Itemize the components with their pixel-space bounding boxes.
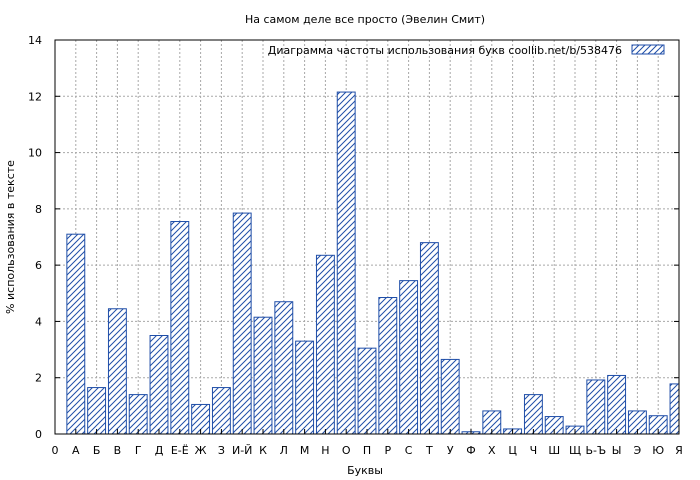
x-tick-label: Д — [155, 444, 164, 457]
y-tick-label: 14 — [28, 34, 42, 47]
x-axis-label: Буквы — [347, 464, 383, 477]
x-tick-label: Ч — [530, 444, 538, 457]
bar-И-Й — [232, 212, 252, 435]
chart-title: На самом деле все просто (Эвелин Смит) — [245, 13, 485, 26]
x-tick-label: Ж — [195, 444, 207, 457]
x-tick-label: З — [218, 444, 225, 457]
x-tick-label: Ф — [466, 444, 475, 457]
x-tick-label: Ц — [508, 444, 517, 457]
x-tick-label: У — [447, 444, 454, 457]
legend: Диаграмма частоты использования букв coo… — [268, 44, 665, 57]
x-tick-label: Б — [93, 444, 101, 457]
bar-Б — [87, 387, 107, 435]
y-tick-label: 6 — [35, 259, 42, 272]
bar-Ы — [607, 374, 627, 435]
x-tick-label: В — [114, 444, 122, 457]
x-tick-label: Ь-Ъ — [585, 444, 606, 457]
bar-С — [399, 280, 419, 435]
bar-В — [107, 308, 127, 435]
x-tick-label: Н — [321, 444, 329, 457]
x-axis-ticks: 0 А Б В Г Д Е-Ё Ж З И-Й К Л М Н О П Р С Т У Ф Х Ц Ч Ш Щ Ь-Ъ Ы Э Ю Я — [52, 429, 683, 457]
bar-У — [440, 358, 460, 435]
x-tick-label: И-Й — [232, 444, 252, 457]
y-tick-label: 2 — [35, 372, 42, 385]
bar-Я — [669, 383, 680, 435]
x-tick-label: О — [342, 444, 351, 457]
x-tick-label: Ы — [612, 444, 622, 457]
x-tick-label: Г — [135, 444, 142, 457]
bar-Р — [378, 297, 398, 435]
y-tick-label: 0 — [35, 428, 42, 441]
x-tick-label: Р — [384, 444, 391, 457]
x-tick-label: Ш — [548, 444, 560, 457]
x-tick-label: А — [72, 444, 80, 457]
y-tick-label: 10 — [28, 147, 42, 160]
bar-Т — [419, 242, 439, 435]
bar-А — [66, 233, 86, 435]
y-tick-label: 12 — [28, 90, 42, 103]
x-tick-label: П — [363, 444, 371, 457]
bar-Н — [315, 254, 335, 435]
bar-К — [253, 316, 273, 435]
bar-Л — [274, 301, 294, 435]
bar-О — [336, 91, 356, 435]
bar-Ь-Ъ — [586, 379, 606, 435]
legend-swatch — [631, 44, 665, 55]
bar-П — [357, 347, 377, 435]
x-tick-label: М — [300, 444, 310, 457]
x-tick-label: Е-Ё — [171, 444, 189, 457]
y-axis-ticks: 0 2 4 6 8 10 12 14 — [28, 34, 679, 441]
x-tick-label: Ю — [652, 444, 664, 457]
x-tick-label: Я — [675, 444, 683, 457]
x-tick-label: К — [259, 444, 267, 457]
x-tick-label: Э — [634, 444, 642, 457]
x-tick-label: Щ — [569, 444, 581, 457]
legend-label: Диаграмма частоты использования букв coo… — [268, 44, 622, 57]
bar-З — [211, 387, 231, 435]
y-axis-label: % использования в тексте — [4, 160, 17, 314]
bar-Г — [128, 394, 148, 435]
x-tick-label: С — [405, 444, 413, 457]
bar-Ч — [523, 394, 543, 435]
x-tick-label: Т — [425, 444, 433, 457]
x-tick-label: Х — [488, 444, 496, 457]
x-tick-label: Л — [280, 444, 288, 457]
y-tick-label: 8 — [35, 203, 42, 216]
bars — [66, 91, 680, 435]
bar-Е-Ё — [170, 221, 190, 435]
bar-Д — [149, 335, 169, 435]
y-tick-label: 4 — [35, 315, 42, 328]
bar-М — [295, 340, 315, 435]
x-tick-label: 0 — [52, 444, 59, 457]
